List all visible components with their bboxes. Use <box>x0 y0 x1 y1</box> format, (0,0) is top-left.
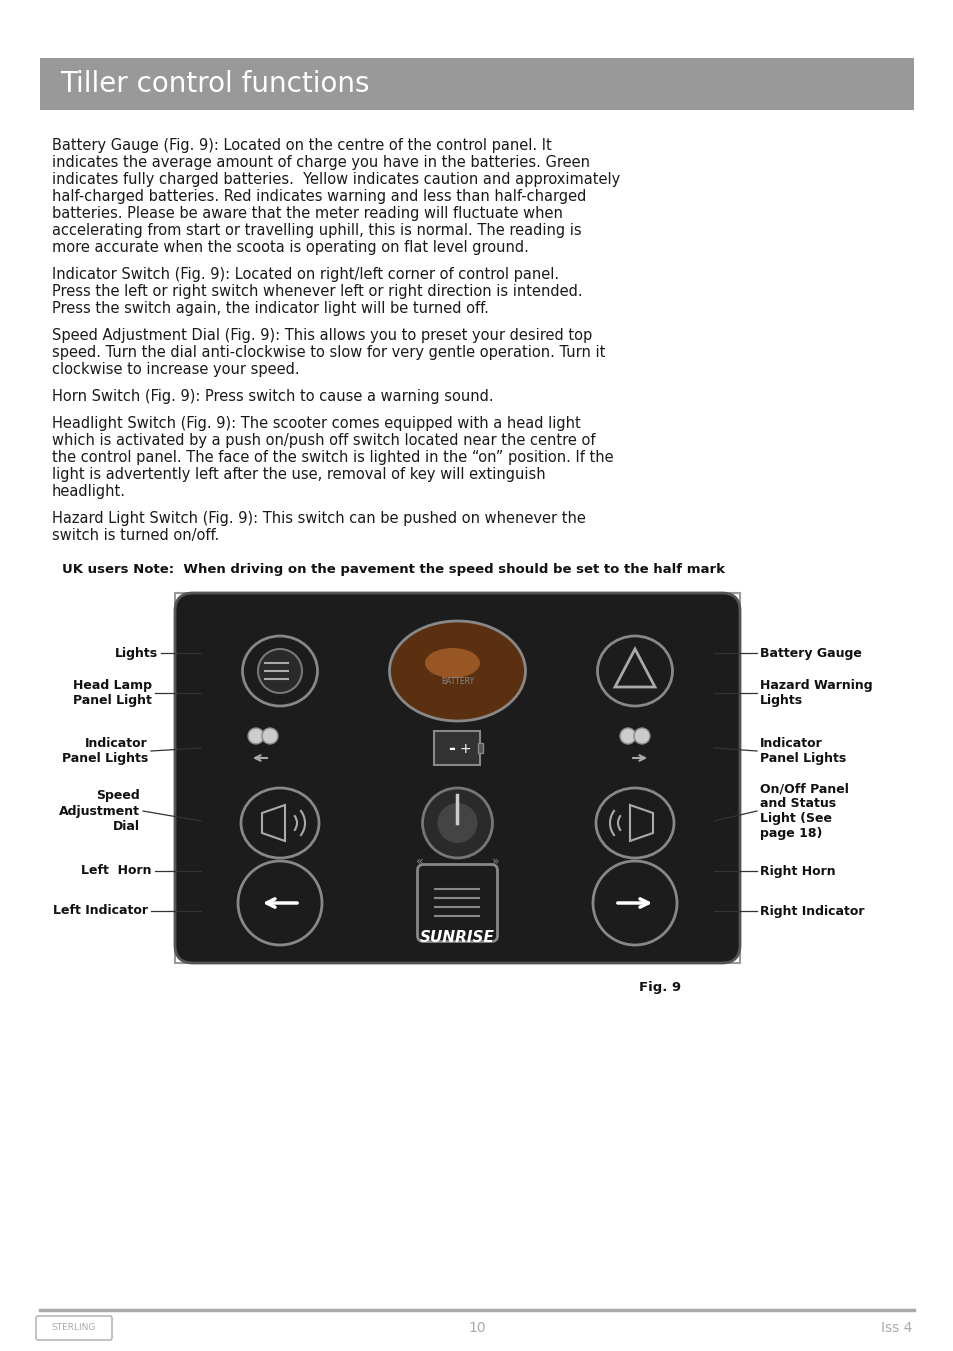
Text: Fig. 9: Fig. 9 <box>639 981 680 994</box>
Text: «: « <box>416 854 423 867</box>
Text: +: + <box>459 742 471 757</box>
Text: -: - <box>448 740 455 758</box>
Circle shape <box>593 861 677 944</box>
Circle shape <box>437 802 477 843</box>
Text: STERLING: STERLING <box>51 1324 96 1332</box>
Text: clockwise to increase your speed.: clockwise to increase your speed. <box>52 362 299 377</box>
Text: Battery Gauge (Fig. 9): Located on the centre of the control panel. It: Battery Gauge (Fig. 9): Located on the c… <box>52 138 551 153</box>
Circle shape <box>248 728 264 744</box>
Text: Speed Adjustment Dial (Fig. 9): This allows you to preset your desired top: Speed Adjustment Dial (Fig. 9): This all… <box>52 328 592 343</box>
Text: headlight.: headlight. <box>52 484 126 499</box>
Text: Indicator Switch (Fig. 9): Located on right/left corner of control panel.: Indicator Switch (Fig. 9): Located on ri… <box>52 267 558 282</box>
Text: Press the switch again, the indicator light will be turned off.: Press the switch again, the indicator li… <box>52 301 488 316</box>
Text: batteries. Please be aware that the meter reading will fluctuate when: batteries. Please be aware that the mete… <box>52 205 562 222</box>
Text: which is activated by a push on/push off switch located near the centre of: which is activated by a push on/push off… <box>52 434 595 449</box>
Text: Left Indicator: Left Indicator <box>53 905 148 917</box>
FancyBboxPatch shape <box>417 865 497 942</box>
Circle shape <box>422 788 492 858</box>
Text: the control panel. The face of the switch is lighted in the “on” position. If th: the control panel. The face of the switc… <box>52 450 613 465</box>
Ellipse shape <box>597 636 672 707</box>
Text: Hazard Light Switch (Fig. 9): This switch can be pushed on whenever the: Hazard Light Switch (Fig. 9): This switc… <box>52 511 585 526</box>
FancyBboxPatch shape <box>40 58 913 109</box>
Ellipse shape <box>596 788 673 858</box>
Text: Indicator
Panel Lights: Indicator Panel Lights <box>760 738 845 765</box>
Text: indicates fully charged batteries.  Yellow indicates caution and approximately: indicates fully charged batteries. Yello… <box>52 172 619 186</box>
Text: BATTERY: BATTERY <box>440 677 474 685</box>
Circle shape <box>262 728 277 744</box>
Text: speed. Turn the dial anti-clockwise to slow for very gentle operation. Turn it: speed. Turn the dial anti-clockwise to s… <box>52 345 605 359</box>
Circle shape <box>634 728 649 744</box>
Text: switch is turned on/off.: switch is turned on/off. <box>52 528 219 543</box>
FancyBboxPatch shape <box>478 743 483 753</box>
Circle shape <box>257 648 302 693</box>
Text: Battery Gauge: Battery Gauge <box>760 647 861 659</box>
Text: half-charged batteries. Red indicates warning and less than half-charged: half-charged batteries. Red indicates wa… <box>52 189 586 204</box>
Text: more accurate when the scoota is operating on flat level ground.: more accurate when the scoota is operati… <box>52 240 528 255</box>
Text: Speed
Adjustment
Dial: Speed Adjustment Dial <box>59 789 140 832</box>
FancyBboxPatch shape <box>174 593 740 963</box>
Text: Right Horn: Right Horn <box>760 865 835 878</box>
Ellipse shape <box>424 648 479 678</box>
FancyBboxPatch shape <box>434 731 480 765</box>
Text: Headlight Switch (Fig. 9): The scooter comes equipped with a head light: Headlight Switch (Fig. 9): The scooter c… <box>52 416 580 431</box>
Circle shape <box>619 728 636 744</box>
Text: indicates the average amount of charge you have in the batteries. Green: indicates the average amount of charge y… <box>52 155 589 170</box>
Text: SUNRISE: SUNRISE <box>419 931 495 946</box>
Text: Press the left or right switch whenever left or right direction is intended.: Press the left or right switch whenever … <box>52 284 582 299</box>
Text: Head Lamp
Panel Light: Head Lamp Panel Light <box>73 680 152 707</box>
Ellipse shape <box>389 621 525 721</box>
Text: Indicator
Panel Lights: Indicator Panel Lights <box>62 738 148 765</box>
Text: light is advertently left after the use, removal of key will extinguish: light is advertently left after the use,… <box>52 467 545 482</box>
Text: Hazard Warning
Lights: Hazard Warning Lights <box>760 680 872 707</box>
Ellipse shape <box>241 788 318 858</box>
Circle shape <box>237 861 322 944</box>
Text: Left  Horn: Left Horn <box>81 865 152 878</box>
Ellipse shape <box>242 636 317 707</box>
Text: accelerating from start or travelling uphill, this is normal. The reading is: accelerating from start or travelling up… <box>52 223 581 238</box>
Text: Right Indicator: Right Indicator <box>760 905 863 917</box>
Text: 10: 10 <box>468 1321 485 1335</box>
Text: Iss 4: Iss 4 <box>880 1321 911 1335</box>
Text: »: » <box>491 854 498 867</box>
Text: On/Off Panel
and Status
Light (See
page 18): On/Off Panel and Status Light (See page … <box>760 782 848 840</box>
Text: UK users Note:  When driving on the pavement the speed should be set to the half: UK users Note: When driving on the pavem… <box>62 563 724 576</box>
FancyBboxPatch shape <box>174 593 740 963</box>
Text: Lights: Lights <box>114 647 158 659</box>
Text: Horn Switch (Fig. 9): Press switch to cause a warning sound.: Horn Switch (Fig. 9): Press switch to ca… <box>52 389 493 404</box>
Text: Tiller control functions: Tiller control functions <box>60 70 369 99</box>
